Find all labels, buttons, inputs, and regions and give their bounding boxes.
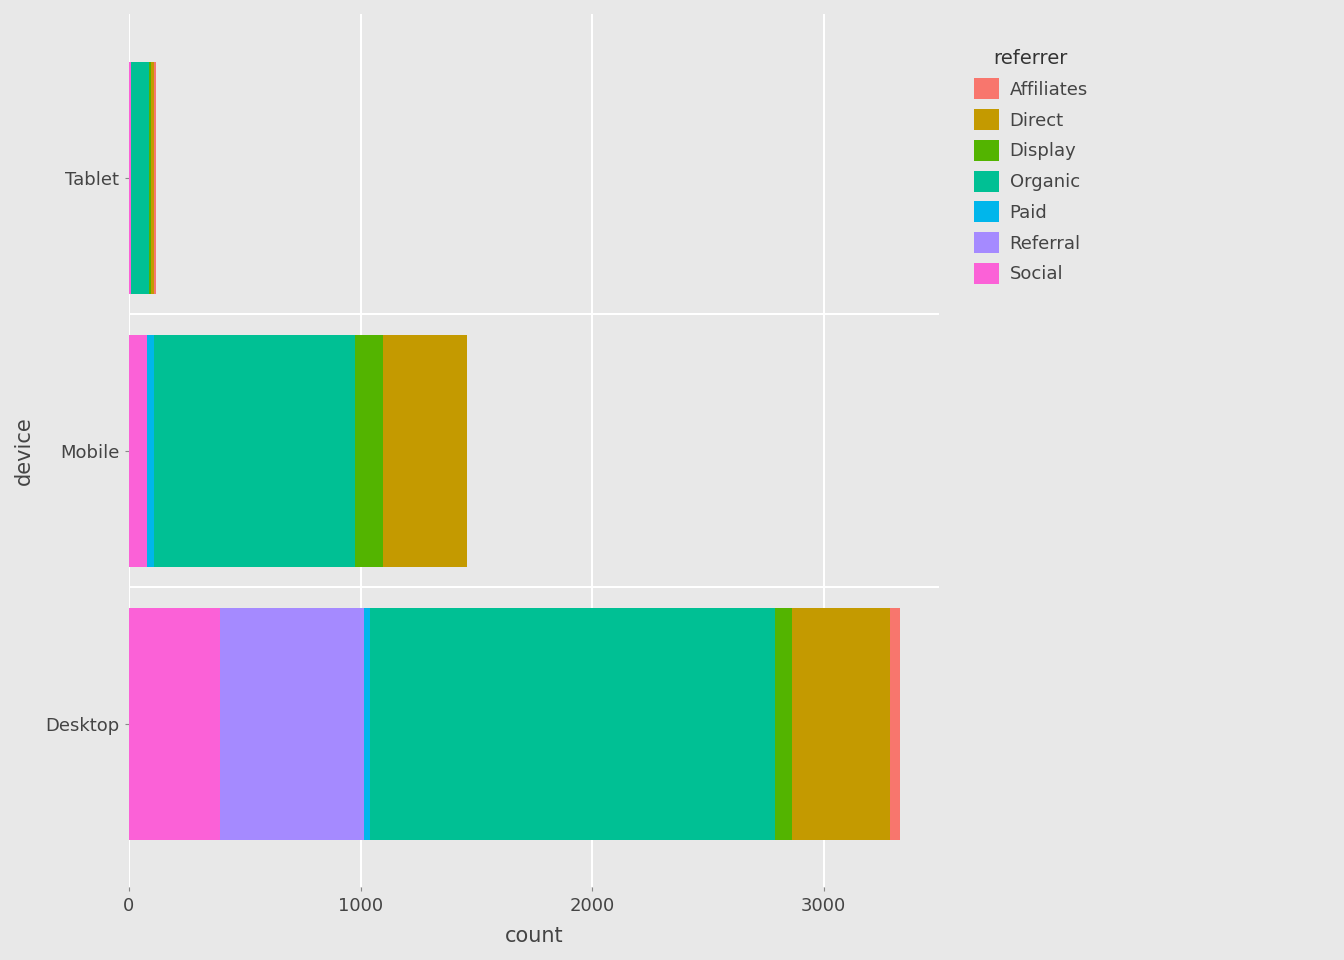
Bar [364,608,370,839]
Bar [149,61,151,294]
Bar [355,335,383,566]
Bar [775,608,793,839]
Bar [155,335,355,566]
Bar [793,608,890,839]
Bar [129,335,148,566]
Legend: Affiliates, Direct, Display, Organic, Paid, Referral, Social: Affiliates, Direct, Display, Organic, Pa… [965,40,1097,293]
Y-axis label: device: device [13,417,34,485]
X-axis label: count: count [505,926,563,947]
Bar [370,608,775,839]
Bar [129,608,220,839]
Bar [383,335,466,566]
Bar [130,61,149,294]
Bar [148,335,155,566]
Bar [129,61,130,294]
Bar [220,608,364,839]
Bar [890,608,900,839]
Bar [151,61,155,294]
